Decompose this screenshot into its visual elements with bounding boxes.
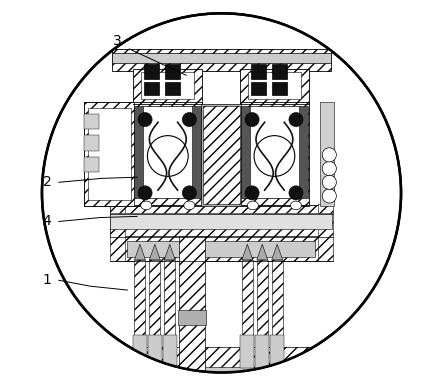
Circle shape [289,186,303,200]
Circle shape [183,186,196,200]
Bar [141,72,194,99]
Bar [135,106,143,198]
Circle shape [245,113,259,127]
Circle shape [138,186,152,200]
Ellipse shape [141,201,152,210]
Circle shape [183,113,196,127]
Bar [110,204,124,261]
Text: 1: 1 [43,273,51,287]
Bar [110,347,332,370]
Bar [135,260,145,337]
Bar [144,64,159,79]
Ellipse shape [291,201,302,210]
Circle shape [148,136,188,176]
Bar [163,335,177,368]
Bar [179,319,205,370]
Bar [319,204,333,261]
Bar [270,335,284,368]
Bar [178,310,206,325]
Circle shape [138,113,152,127]
Bar [88,108,131,200]
Bar [133,335,147,368]
Bar [149,260,160,337]
Circle shape [42,13,401,372]
Bar [112,53,331,63]
Ellipse shape [247,201,258,210]
Bar [203,106,240,204]
Circle shape [289,113,303,127]
Bar [242,260,253,337]
Circle shape [254,136,295,176]
Bar [84,157,99,172]
Polygon shape [272,244,283,260]
Bar [251,82,266,95]
Polygon shape [164,244,175,260]
Bar [148,335,162,368]
Bar [110,205,332,237]
Polygon shape [257,244,268,260]
Bar [142,106,193,198]
Text: 3: 3 [113,34,122,48]
Polygon shape [149,244,160,260]
Bar [165,82,179,95]
Bar [240,102,309,206]
Polygon shape [135,244,145,260]
Bar [84,135,99,151]
Circle shape [322,148,336,162]
Circle shape [322,162,336,176]
Text: 4: 4 [43,214,51,229]
Bar [201,104,241,206]
Circle shape [245,186,259,200]
Bar [164,260,175,337]
Bar [272,260,283,337]
Bar [110,367,332,377]
Bar [251,64,266,79]
Bar [240,335,254,368]
Bar [319,102,334,206]
Bar [133,102,202,206]
Bar [241,106,250,198]
Bar [272,64,287,79]
Bar [255,335,269,368]
Bar [165,64,179,79]
Bar [112,49,331,71]
Bar [84,114,99,129]
Bar [133,69,202,104]
Polygon shape [242,244,253,260]
Bar [128,241,315,257]
Bar [248,72,301,99]
Bar [240,69,309,104]
Bar [144,82,159,95]
Bar [124,236,319,261]
Bar [110,213,332,229]
Bar [249,106,300,198]
Bar [272,82,287,95]
Bar [84,102,135,206]
Circle shape [322,175,336,189]
Bar [257,260,268,337]
Text: 2: 2 [43,175,51,189]
Bar [179,236,205,321]
Bar [192,106,201,198]
Circle shape [322,189,336,203]
Ellipse shape [184,201,195,210]
Bar [299,106,308,198]
